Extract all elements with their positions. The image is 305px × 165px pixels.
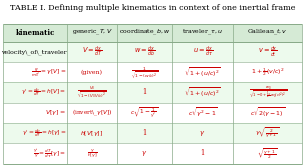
Bar (3, 143, 302, 164)
Text: 1: 1 (200, 149, 205, 157)
Text: TABLE I. Defining multiple kinematics in context of one inertial frame: TABLE I. Defining multiple kinematics in… (10, 4, 295, 12)
Text: $\gamma' = \frac{db}{dT} = h[V] =$: $\gamma' = \frac{db}{dT} = h[V] =$ (21, 87, 66, 98)
Bar (3, 42, 302, 62)
Text: $\gamma$: $\gamma$ (199, 129, 206, 138)
Text: velocity\_of\_traveler: velocity\_of\_traveler (1, 49, 66, 55)
Bar (3, 123, 302, 143)
Text: $w = \frac{dx}{db}$: $w = \frac{dx}{db}$ (134, 45, 155, 59)
Bar (3, 103, 302, 123)
Text: $\frac{\gamma'}{\gamma} = \frac{dT}{d\tau}[\gamma] =$: $\frac{\gamma'}{\gamma} = \frac{dT}{d\ta… (33, 147, 66, 160)
Text: $\gamma' = \frac{db}{dT} = h[\gamma] =$: $\gamma' = \frac{db}{dT} = h[\gamma] =$ (22, 127, 66, 139)
Text: $V = \frac{dx}{dT}$: $V = \frac{dx}{dT}$ (82, 45, 102, 59)
Text: $\frac{1}{\sqrt{1-(w/c)^2}}$: $\frac{1}{\sqrt{1-(w/c)^2}}$ (131, 65, 158, 80)
Text: $V[\gamma] =$: $V[\gamma] =$ (45, 108, 66, 117)
Text: $\sqrt{\frac{\gamma+1}{2}}$: $\sqrt{\frac{\gamma+1}{2}}$ (257, 146, 278, 161)
Text: $\frac{w_0}{\sqrt{1-0+\frac{1}{2}(w_0/c)^2)^2}}$: $\frac{w_0}{\sqrt{1-0+\frac{1}{2}(w_0/c)… (249, 84, 287, 101)
Text: $\frac{\gamma}{h[\gamma]}$: $\frac{\gamma}{h[\gamma]}$ (87, 147, 97, 160)
Text: (invert\_$\gamma[V]$): (invert\_$\gamma[V]$) (72, 108, 112, 118)
Bar (3, 62, 302, 82)
Text: Galilean_$t,v$: Galilean_$t,v$ (247, 28, 288, 37)
Text: $c\sqrt{1-\frac{1}{\gamma^2}}$: $c\sqrt{1-\frac{1}{\gamma^2}}$ (130, 106, 158, 120)
Text: generic_$T,V$: generic_$T,V$ (72, 28, 112, 37)
Text: $c\sqrt{2(\gamma-1)}$: $c\sqrt{2(\gamma-1)}$ (250, 106, 285, 119)
Text: $\frac{g}{m_0{}^2} = \gamma[V] =$: $\frac{g}{m_0{}^2} = \gamma[V] =$ (31, 66, 66, 79)
Text: $\gamma\sqrt{\frac{2}{\gamma+1}}$: $\gamma\sqrt{\frac{2}{\gamma+1}}$ (255, 125, 280, 141)
Text: $c\sqrt{\gamma^2-1}$: $c\sqrt{\gamma^2-1}$ (188, 106, 217, 119)
Text: (given): (given) (81, 70, 103, 75)
Text: $1 + \frac{1}{2}(v/c)^2$: $1 + \frac{1}{2}(v/c)^2$ (251, 66, 285, 78)
Text: $h[V[\gamma]]$: $h[V[\gamma]]$ (80, 129, 104, 138)
Text: $\sqrt{1+(u/c)^2}$: $\sqrt{1+(u/c)^2}$ (184, 86, 221, 99)
Text: $\gamma$: $\gamma$ (141, 149, 147, 158)
Text: $v = \frac{dx}{dt}$: $v = \frac{dx}{dt}$ (258, 45, 278, 59)
Text: $\frac{V_0}{\sqrt{1-(V_0 V/c)^2}}$: $\frac{V_0}{\sqrt{1-(V_0 V/c)^2}}$ (77, 85, 107, 100)
Text: kinematic: kinematic (16, 29, 55, 37)
Bar (3, 24, 302, 42)
Text: coordinate_$b,w$: coordinate_$b,w$ (119, 28, 170, 37)
Text: traveler_$\tau,u$: traveler_$\tau,u$ (182, 28, 223, 37)
Bar (3, 82, 302, 103)
Text: 1: 1 (142, 129, 146, 137)
Text: 1: 1 (142, 88, 146, 97)
Text: $\sqrt{1+(u/c)^2}$: $\sqrt{1+(u/c)^2}$ (184, 66, 221, 79)
Text: $u = \frac{dx}{d\tau}$: $u = \frac{dx}{d\tau}$ (192, 45, 213, 59)
